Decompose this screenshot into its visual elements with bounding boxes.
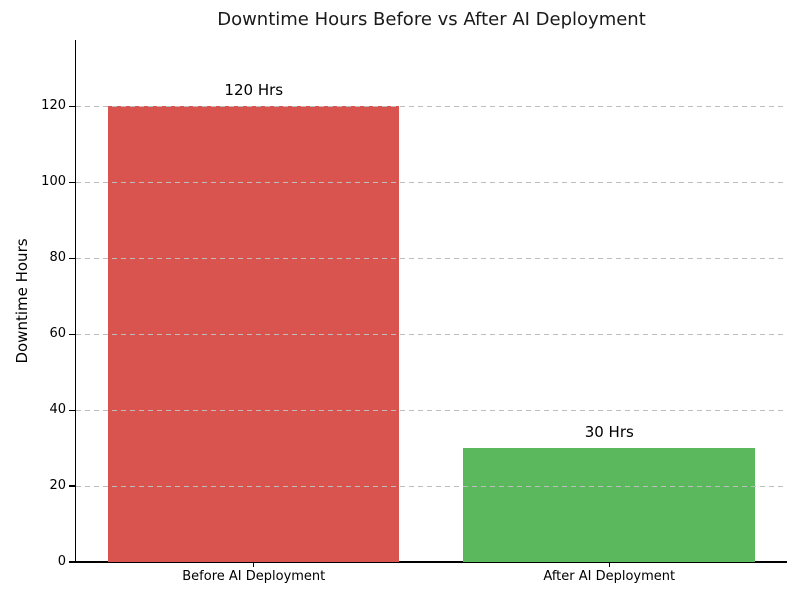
gridline-80 (76, 257, 787, 259)
bar-after-ai-deployment (463, 448, 755, 562)
gridline-40 (76, 409, 787, 411)
y-tick-label-60: 60 (49, 326, 66, 342)
plot-area: 120 Hrs 30 Hrs (76, 40, 787, 562)
y-tick-mark-20 (69, 485, 75, 487)
y-tick-mark-120 (69, 105, 75, 108)
x-tick-mark-after-ai-deployment (608, 562, 610, 567)
x-tick-label-before-ai-deployment: Before AI Deployment (182, 569, 326, 584)
x-axis-spine (74, 561, 787, 563)
bar-value-label-after-ai-deployment: 30 Hrs (584, 423, 634, 442)
y-tick-label-120: 120 (41, 98, 66, 114)
y-tick-mark-0 (69, 561, 75, 563)
y-tick-mark-40 (69, 409, 75, 411)
gridline-100 (76, 181, 787, 183)
bar-value-label-before-ai-deployment: 120 Hrs (224, 81, 284, 100)
gridline-60 (76, 333, 787, 335)
y-tick-label-0: 0 (57, 554, 66, 569)
y-tick-label-20: 20 (49, 478, 66, 494)
y-tick-mark-80 (69, 257, 75, 259)
y-axis-spine (74, 40, 76, 562)
x-tick-mark-before-ai-deployment (253, 562, 255, 567)
y-tick-label-40: 40 (49, 402, 66, 418)
y-tick-mark-100 (69, 181, 75, 183)
y-tick-label-80: 80 (49, 250, 66, 266)
gridline-20 (76, 485, 787, 487)
y-tick-label-100: 100 (41, 174, 66, 190)
gridline-120 (76, 105, 787, 107)
chart-title: Downtime Hours Before vs After AI Deploy… (217, 9, 646, 30)
y-tick-mark-60 (69, 333, 75, 335)
x-tick-label-after-ai-deployment: After AI Deployment (543, 569, 676, 584)
